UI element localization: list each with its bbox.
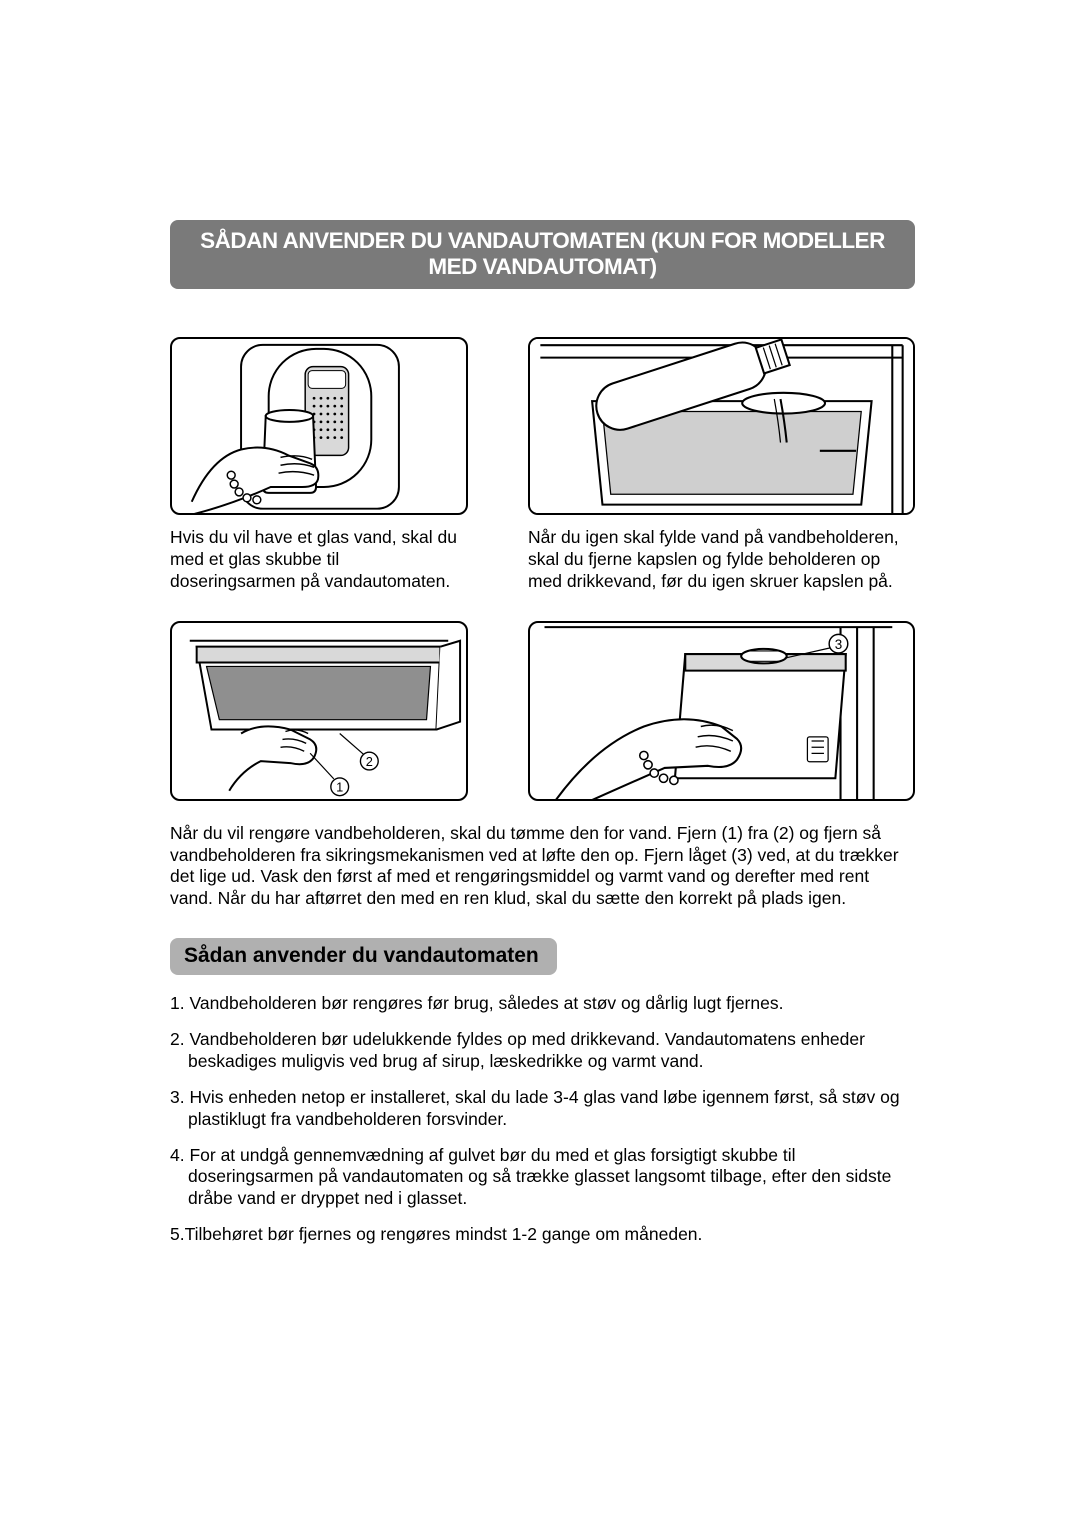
list-item: 3. Hvis enheden netop er installeret, sk… <box>170 1087 915 1131</box>
cleaning-instructions: Når du vil rengøre vandbeholderen, skal … <box>170 823 915 911</box>
figure-row-1: Hvis du vil have et glas vand, skal du m… <box>170 337 915 611</box>
callout-3: 3 <box>835 637 842 652</box>
figure-row-2: 1 2 <box>170 621 915 813</box>
lift-tank-illustration: 3 <box>530 623 913 801</box>
figure-top-right: Når du igen skal fylde vand på vandbehol… <box>528 337 915 611</box>
dispenser-illustration <box>172 339 466 515</box>
list-item: 5.Tilbehøret bør fjernes og rengøres min… <box>170 1224 915 1246</box>
usage-list: 1. Vandbeholderen bør rengøres før brug,… <box>170 993 915 1246</box>
list-item: 2. Vandbeholderen bør udelukkende fyldes… <box>170 1029 915 1073</box>
sub-heading: Sådan anvender du vandautomaten <box>170 938 557 975</box>
callout-1: 1 <box>336 779 343 794</box>
manual-page: SÅDAN ANVENDER DU VANDAUTOMATEN (KUN FOR… <box>0 0 1080 1528</box>
figure-bottom-left: 1 2 <box>170 621 468 813</box>
list-item: 4. For at undgå gennemvædning af gulvet … <box>170 1145 915 1211</box>
refill-illustration <box>530 339 913 515</box>
figure-top-left: Hvis du vil have et glas vand, skal du m… <box>170 337 468 611</box>
callout-2: 2 <box>366 754 373 769</box>
figure-bottom-right: 3 <box>528 621 915 813</box>
main-heading: SÅDAN ANVENDER DU VANDAUTOMATEN (KUN FOR… <box>170 220 915 289</box>
remove-part-illustration: 1 2 <box>172 623 466 801</box>
list-item: 1. Vandbeholderen bør rengøres før brug,… <box>170 993 915 1015</box>
caption-top-left: Hvis du vil have et glas vand, skal du m… <box>170 527 468 593</box>
caption-top-right: Når du igen skal fylde vand på vandbehol… <box>528 527 915 593</box>
